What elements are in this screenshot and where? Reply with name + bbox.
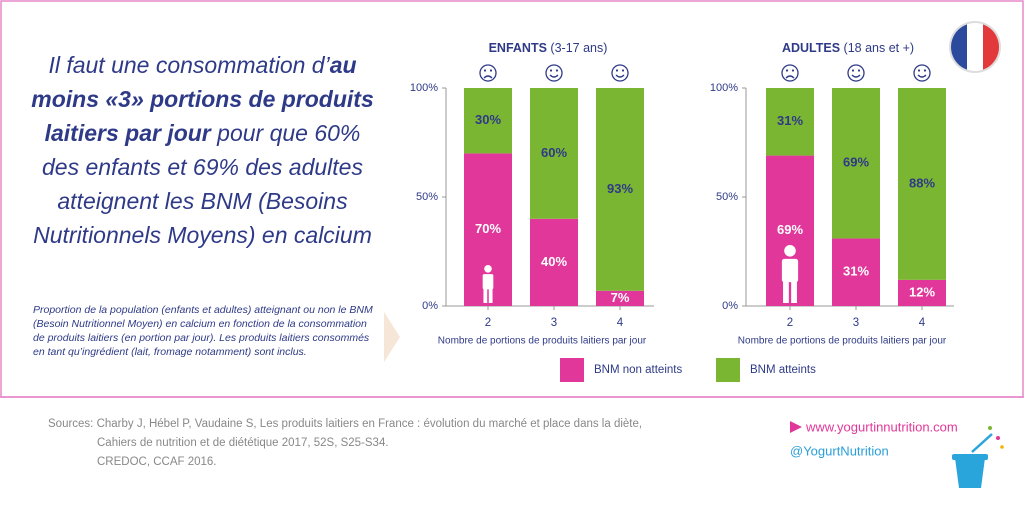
bar-segment [766,88,814,156]
person-leg [488,288,493,303]
smiley [847,64,865,82]
person-leg [783,280,789,303]
title: ADULTES [782,41,840,55]
source-line: Cahiers de nutrition et de diététique 20… [97,437,389,449]
link-arrow [790,421,802,433]
y-tick-label: 50% [716,191,738,203]
headline: Il faut une consommation d’au moins «3» … [30,48,375,252]
bar-segment [464,88,512,154]
smiley [479,64,497,82]
smiley [611,64,629,82]
person-body [482,274,494,290]
smiley-eye [917,69,921,72]
person-head [484,265,492,273]
bar-segment [832,88,880,239]
value-label: 7% [611,290,630,305]
x-tick-label: 4 [919,317,926,329]
subtitle: (3-17 ans) [550,41,607,55]
smiley [913,64,931,82]
x-tick-label: 3 [551,317,557,329]
y-tick-label: 50% [416,191,438,203]
title: ENFANTS [489,41,547,55]
x-tick-label: 2 [787,317,793,329]
y-tick-label: 0% [422,300,438,312]
smiley-eye [489,69,493,72]
smiley-eye [621,69,625,72]
smiley-mouth [851,74,861,78]
source-line: CREDOC, CCAF 2016. [97,456,217,468]
smiley-mouth [483,75,493,79]
value-label: 60% [541,145,567,160]
smiley-eye [549,69,553,72]
subtitle: (18 ans et +) [844,41,915,55]
smiley [781,64,799,82]
legend-swatch [560,358,584,382]
y-tick-label: 100% [710,82,738,94]
chart-title: ENFANTS (3-17 ans) [489,41,608,55]
person-leg [791,280,797,303]
y-tick-label: 0% [722,300,738,312]
headline-part: Il faut une consommation d’ [48,52,330,78]
value-label: 12% [909,284,935,299]
value-label: 40% [541,254,567,269]
x-tick-label: 2 [485,317,491,329]
person-leg [483,288,488,303]
source-line: Sources: Charby J, Hébel P, Vaudaine S, … [48,418,642,430]
twitter-handle[interactable]: @YogurtNutrition [790,443,889,458]
bar-segment [530,88,578,219]
chart-title: ADULTES (18 ans et +) [782,41,914,55]
value-label: 70% [475,221,501,236]
smiley-eye [851,69,855,72]
legend-label: BNM non atteints [594,364,682,376]
value-label: 30% [475,112,501,127]
bar-segment [530,218,578,306]
smiley-eye [785,69,789,72]
smiley-eye [791,69,795,72]
legend-swatch [716,358,740,382]
x-tick-label: 3 [853,317,859,329]
headline-part: pour que 60% des enfants et 69% des adul… [33,120,372,248]
value-label: 93% [607,181,633,196]
value-label: 31% [777,113,803,128]
value-label: 69% [843,155,869,170]
person-body [781,258,799,283]
website-link[interactable]: www.yogurtinnutrition.com [805,419,958,434]
french-flag [949,21,1001,73]
smiley-eye [857,69,861,72]
bar-segment [596,290,644,306]
bar-segment [898,88,946,280]
bar-segment [596,88,644,291]
smiley-mouth [549,74,559,78]
smiley-mouth [615,74,625,78]
value-label: 88% [909,175,935,190]
arrow-separator [384,312,400,362]
x-tick-label: 4 [617,317,624,329]
smiley-eye [615,69,619,72]
smiley-mouth [785,75,795,79]
smiley-mouth [917,74,927,78]
value-label: 31% [843,264,869,279]
value-label: 69% [777,222,803,237]
yogurt-icon [952,426,1004,488]
x-axis-label: Nombre de portions de produits laitiers … [738,336,947,347]
bar-segment [898,279,946,306]
smiley-eye [483,69,487,72]
bar-segment [832,238,880,306]
x-axis-label: Nombre de portions de produits laitiers … [438,336,647,347]
y-tick-label: 100% [410,82,438,94]
headline-bold: au moins «3» portions de produits laitie… [31,52,374,146]
description: Proportion de la population (enfants et … [33,304,373,358]
smiley-eye [555,69,559,72]
smiley [545,64,563,82]
legend-label: BNM atteints [750,364,816,376]
smiley-eye [923,69,927,72]
person-head [784,245,796,257]
